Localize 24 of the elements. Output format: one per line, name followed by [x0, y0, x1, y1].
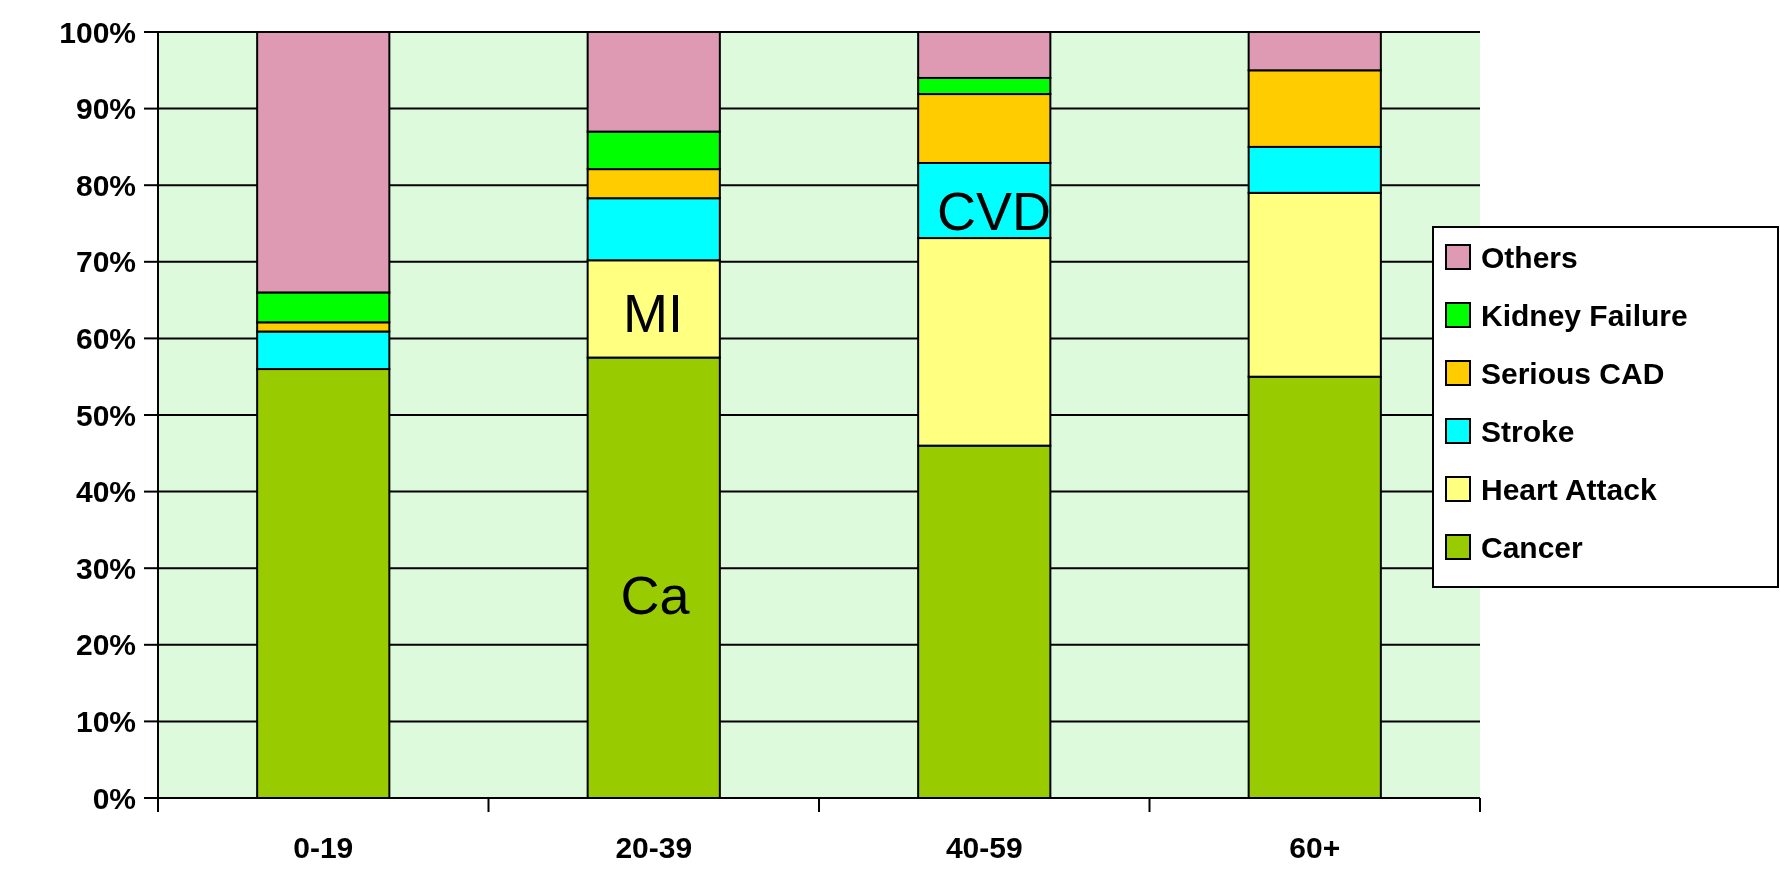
x-tick-label: 60+	[1289, 831, 1341, 864]
annotation: Ca	[620, 564, 691, 625]
annotation: MI	[623, 282, 683, 343]
y-tick-label: 60%	[75, 321, 136, 355]
y-tick-label: 40%	[75, 475, 136, 509]
y-tick-label: 30%	[75, 551, 136, 585]
legend-label: Others	[1481, 240, 1578, 274]
x-tick-label: 40-59	[945, 831, 1023, 864]
y-tick-label: 70%	[75, 245, 136, 279]
legend-label: Serious CAD	[1481, 356, 1665, 390]
legend-label: Cancer	[1481, 530, 1584, 564]
y-tick-label: 100%	[59, 15, 136, 49]
y-tick-label: 90%	[75, 92, 136, 126]
legend-label: Kidney Failure	[1481, 298, 1688, 332]
x-tick-label: 20-39	[615, 831, 693, 864]
annotation: CVD	[936, 180, 1052, 241]
y-tick-label: 10%	[75, 704, 136, 738]
x-tick-label: 0-19	[293, 831, 354, 864]
y-tick-label: 50%	[75, 398, 136, 432]
y-tick-label: 0%	[92, 781, 136, 815]
y-tick-label: 20%	[75, 628, 136, 662]
legend-label: Heart Attack	[1481, 472, 1657, 506]
y-tick-label: 80%	[75, 168, 136, 202]
legend-label: Stroke	[1481, 414, 1575, 448]
